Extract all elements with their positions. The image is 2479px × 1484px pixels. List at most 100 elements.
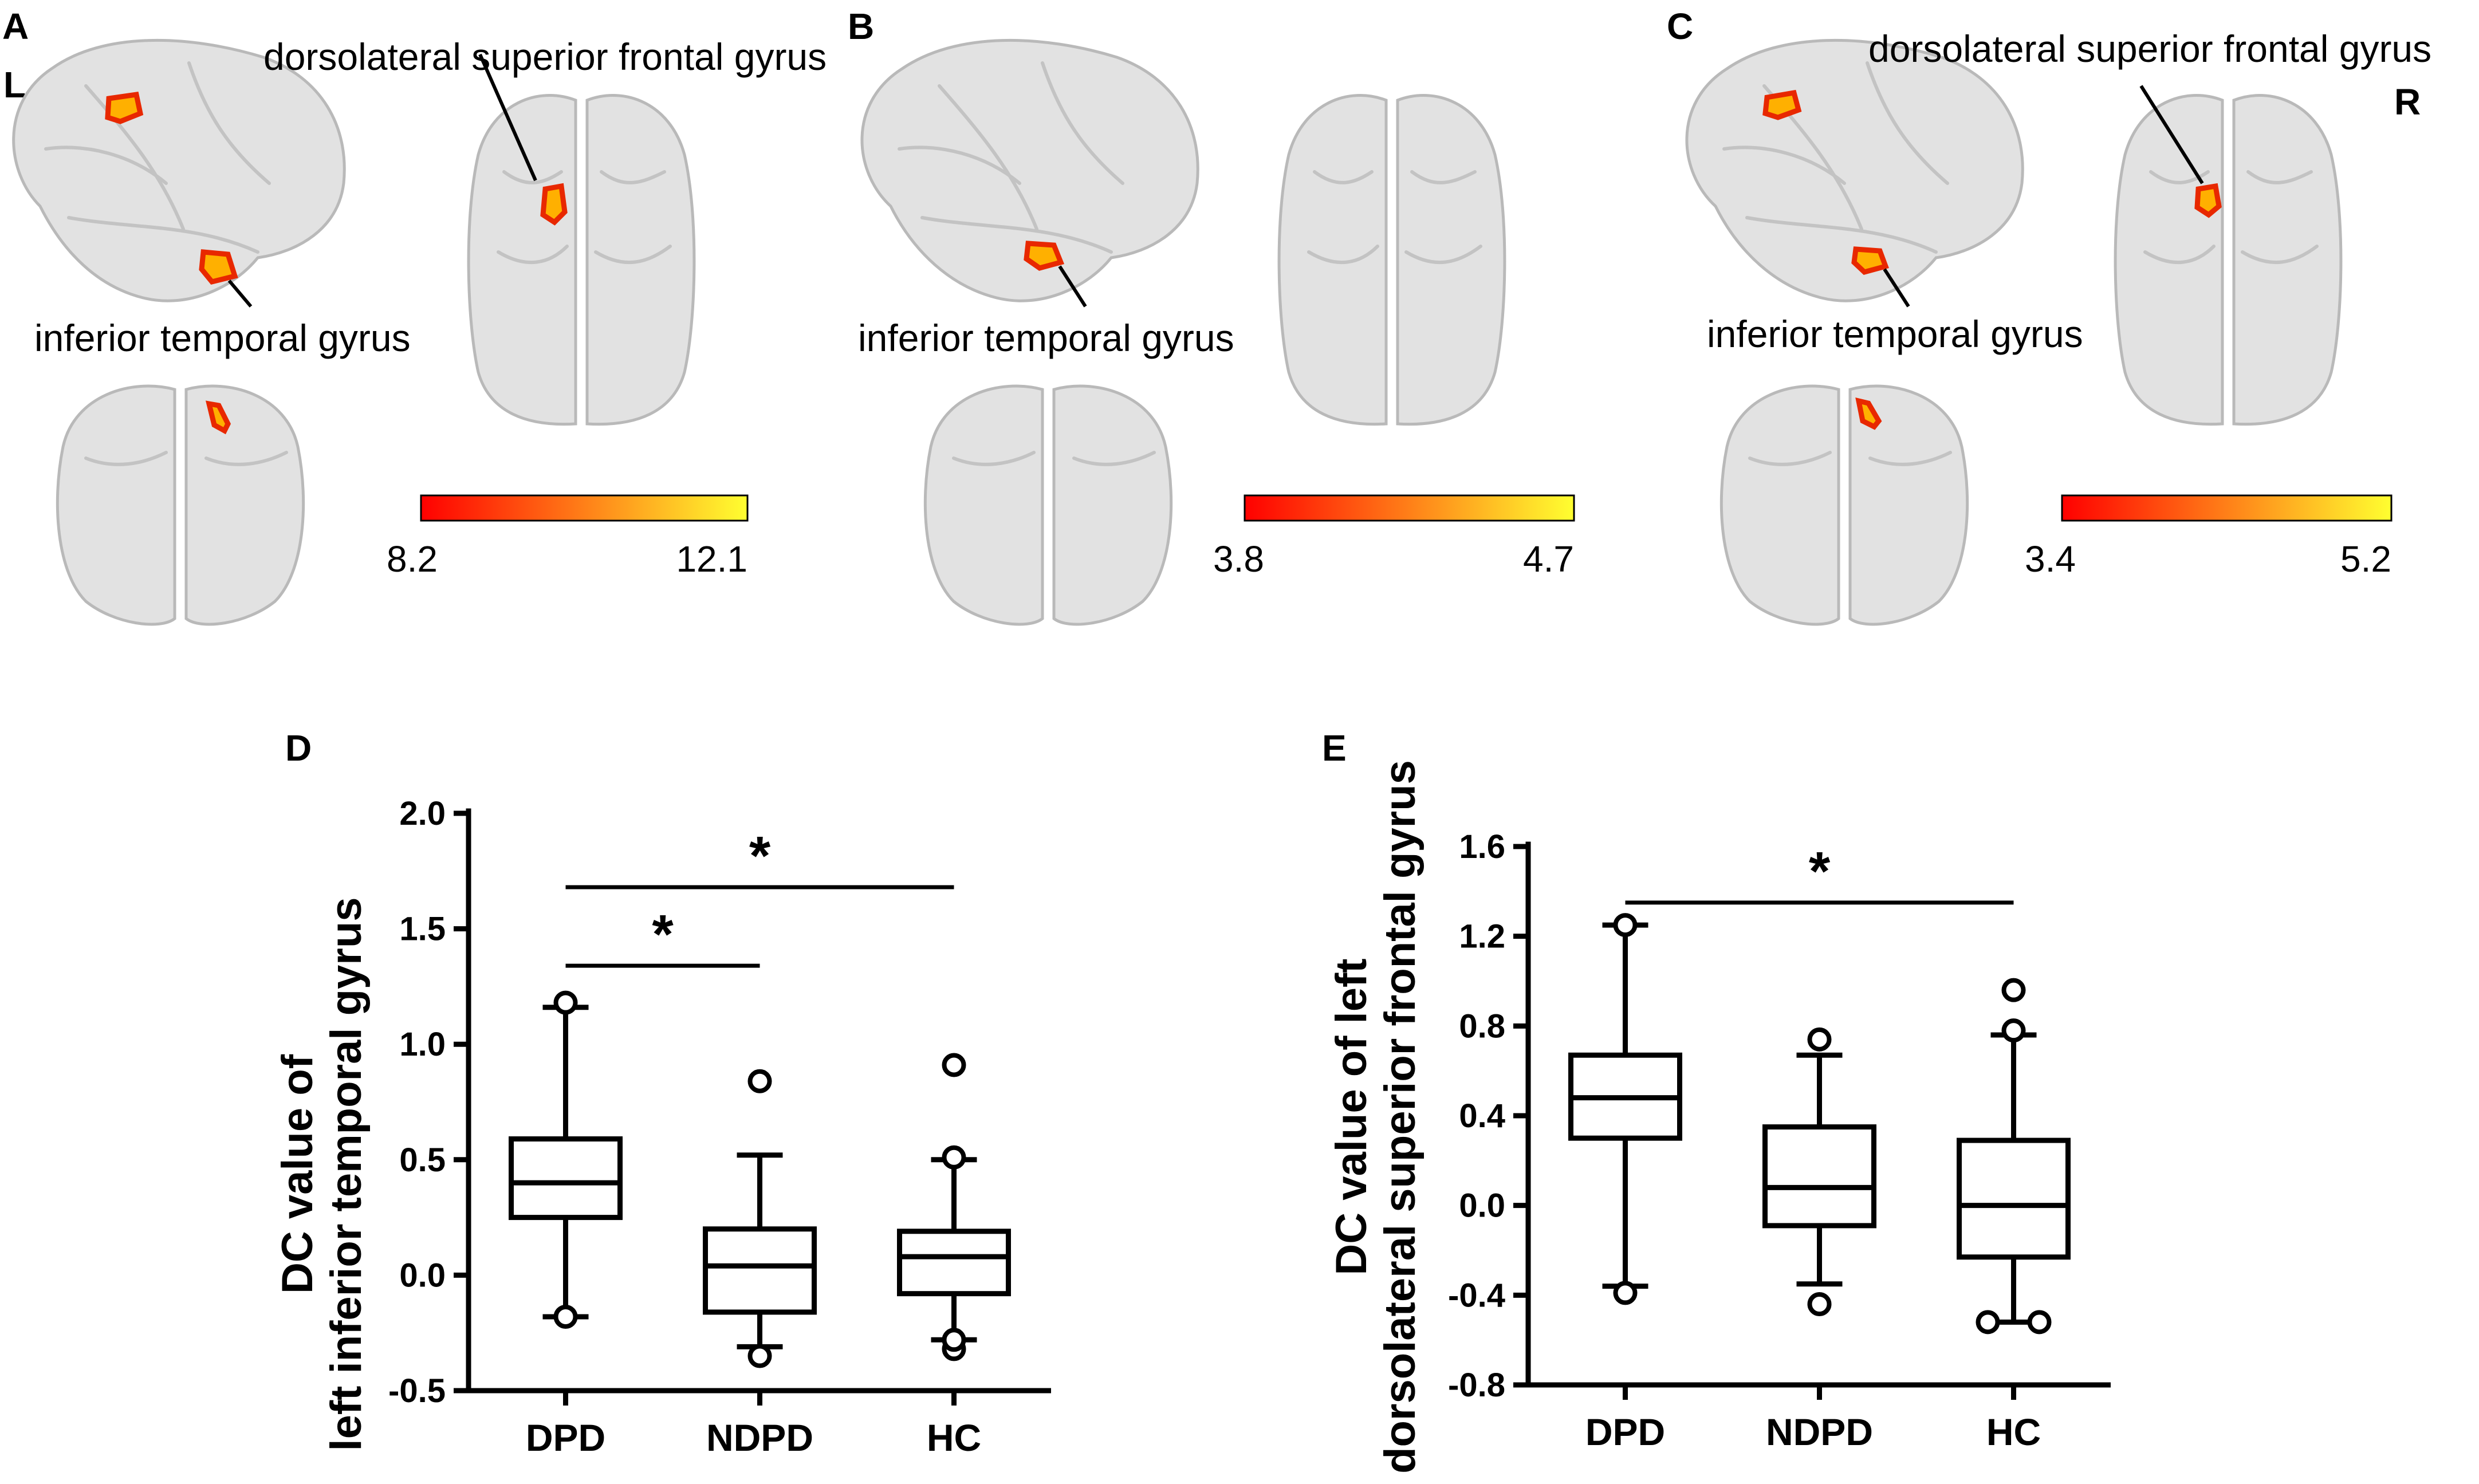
- colorbar-min-b: 3.8: [1213, 538, 1264, 580]
- activation-superior-frontal-top-c: [2194, 183, 2222, 218]
- brain-top-view-c: [2114, 94, 2343, 426]
- brain-top-view-a: [467, 94, 696, 426]
- colorbar-a: [420, 494, 749, 522]
- chart-e-y-tick-label: 1.6: [1459, 828, 1505, 865]
- annotation-superior-frontal-c: dorsolateral superior frontal gyrus: [1868, 27, 2431, 70]
- brain-front-view-b: [923, 384, 1173, 626]
- activation-inferior-temporal-a: [199, 249, 238, 285]
- chart-d-box-ndpd: [703, 1069, 817, 1368]
- leader-line-temporal-c: [1883, 268, 1910, 308]
- brain-lateral-view-c: [1685, 38, 2024, 302]
- panel-letter-e: E: [1322, 727, 1347, 769]
- outlier-point: [2001, 978, 2026, 1002]
- outlier-point: [1613, 913, 1638, 938]
- y-axis-label-e: DC value of left dorsolateral superior f…: [1327, 760, 1425, 1474]
- iqr-box: [509, 1136, 623, 1221]
- annotation-inferior-temporal-a: inferior temporal gyrus: [34, 317, 411, 359]
- outlier-point: [942, 1053, 966, 1077]
- chart-e-category-label: HC: [1986, 1411, 2041, 1453]
- iqr-box: [1762, 1124, 1876, 1229]
- brain-front-view-a: [56, 384, 305, 626]
- outlier-point: [1976, 1310, 2000, 1335]
- panel-letter-d: D: [285, 727, 312, 769]
- panel-letter-a: A: [2, 6, 29, 47]
- brain-lateral-view-a: [12, 38, 346, 302]
- iqr-box: [1957, 1137, 2071, 1260]
- activation-superior-frontal-c: [1762, 89, 1802, 120]
- leader-line-temporal-a: [227, 280, 253, 308]
- leader-line-superior-c: [2139, 85, 2204, 184]
- activation-inferior-temporal-c: [1851, 246, 1889, 275]
- chart-e-category-label: NDPD: [1766, 1411, 1873, 1453]
- outlier-point: [1807, 1027, 1832, 1052]
- y-axis-label-e-line2: dorsolateral superior frontal gyrus: [1376, 760, 1425, 1474]
- chart-d-y-tick-label: 0.0: [399, 1257, 446, 1294]
- outlier-point: [942, 1145, 966, 1170]
- annotation-superior-frontal-a: dorsolateral superior frontal gyrus: [263, 36, 827, 78]
- annotation-inferior-temporal-c: inferior temporal gyrus: [1707, 313, 2083, 355]
- colorbar-c: [2061, 494, 2393, 522]
- colorbar-max-c: 5.2: [2340, 538, 2391, 580]
- chart-d-y-tick-label: 0.5: [399, 1141, 446, 1179]
- outlier-point: [553, 990, 578, 1015]
- chart-d-y-tick-label: 2.0: [399, 795, 446, 832]
- boxplot-e: E DC value of left dorsolateral superior…: [1322, 727, 2111, 1474]
- chart-e-y-tick-label: -0.8: [1448, 1367, 1505, 1404]
- outlier-point: [2027, 1310, 2052, 1335]
- chart-e-box-dpd: [1568, 913, 1682, 1305]
- brain-lateral-view-b: [860, 38, 1199, 302]
- panel-a: A L: [2, 6, 827, 626]
- panel-letter-b: B: [848, 6, 874, 47]
- hemisphere-label-left: L: [3, 64, 26, 105]
- leader-line-superior-a: [478, 53, 537, 182]
- panel-letter-c: C: [1667, 6, 1693, 47]
- brain-top-view-b: [1277, 94, 1506, 426]
- hemisphere-label-right: R: [2394, 81, 2421, 123]
- colorbar-min-c: 3.4: [2025, 538, 2076, 580]
- chart-d-category-label: HC: [927, 1416, 981, 1459]
- colorbar-min-a: 8.2: [387, 538, 438, 580]
- annotation-inferior-temporal-b: inferior temporal gyrus: [858, 317, 1234, 359]
- panel-c: C R dorsolatera: [1667, 6, 2431, 626]
- chart-d-category-label: NDPD: [706, 1416, 813, 1459]
- chart-e-y-tick-label: 0.0: [1459, 1187, 1505, 1225]
- brain-front-view-c: [1719, 384, 1969, 626]
- iqr-box: [897, 1229, 1011, 1297]
- y-axis-label-d-line1: DC value of: [273, 1054, 322, 1294]
- chart-d-box-hc: [897, 1053, 1011, 1361]
- outlier-point: [747, 1344, 772, 1368]
- chart-e-category-label: DPD: [1585, 1411, 1665, 1453]
- activation-superior-frontal-a: [105, 91, 144, 124]
- chart-d-box-dpd: [509, 990, 623, 1329]
- panel-b: B inferior temporal gyrus 3.8 4: [848, 6, 1575, 626]
- outlier-point: [2001, 1018, 2026, 1043]
- activation-frontal-front-a: [205, 400, 231, 435]
- chart-e-significance-star: *: [1809, 841, 1831, 902]
- y-axis-label-d: DC value of left inferior temporal gyrus: [273, 897, 371, 1451]
- boxplot-d: D DC value of left inferior temporal gyr…: [273, 727, 1051, 1459]
- colorbar-max-b: 4.7: [1523, 538, 1574, 580]
- chart-d-y-tick-label: 1.0: [399, 1026, 446, 1063]
- chart-d-y-tick-label: 1.5: [399, 911, 446, 948]
- chart-d-category-label: DPD: [526, 1416, 605, 1459]
- activation-inferior-temporal-b: [1024, 241, 1065, 271]
- chart-e-box-hc: [1957, 978, 2071, 1335]
- chart-e-y-tick-label: 0.8: [1459, 1007, 1505, 1045]
- activation-superior-frontal-top-a: [540, 183, 568, 226]
- chart-e-y-tick-label: 0.4: [1459, 1097, 1505, 1135]
- colorbar-max-a: 12.1: [676, 538, 747, 580]
- outlier-point: [1807, 1292, 1832, 1316]
- y-axis-label-d-line2: left inferior temporal gyrus: [322, 897, 371, 1451]
- iqr-box: [703, 1226, 817, 1315]
- activation-frontal-front-c: [1855, 397, 1882, 430]
- chart-e-y-tick-label: 1.2: [1459, 918, 1505, 955]
- chart-d-y-tick-label: -0.5: [388, 1372, 446, 1410]
- colorbar-b: [1244, 494, 1575, 522]
- outlier-point: [747, 1069, 772, 1093]
- chart-d-significance-star: *: [652, 904, 674, 965]
- leader-line-temporal-b: [1058, 265, 1087, 308]
- outlier-point: [942, 1328, 966, 1352]
- y-axis-label-e-line1: DC value of left: [1327, 958, 1376, 1275]
- chart-e-y-tick-label: -0.4: [1448, 1277, 1505, 1314]
